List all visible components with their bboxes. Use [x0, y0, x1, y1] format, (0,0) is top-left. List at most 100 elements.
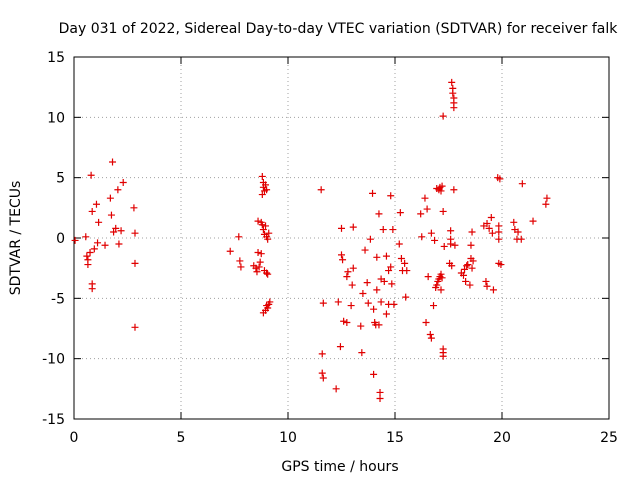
data-point-marker [361, 246, 369, 254]
data-point-marker [264, 235, 272, 243]
data-point-marker [258, 191, 266, 199]
data-point-marker [264, 304, 272, 312]
data-point-marker [440, 242, 448, 250]
data-point-marker [375, 210, 383, 218]
data-point-marker [380, 277, 388, 285]
data-point-marker [101, 241, 109, 249]
data-point-marker [265, 229, 273, 237]
y-tick-label: 5 [56, 171, 65, 187]
data-point-marker [373, 253, 381, 261]
data-point-marker [385, 267, 393, 275]
data-point-marker [338, 224, 345, 232]
data-point-marker [483, 282, 491, 290]
data-point-marker [389, 226, 397, 234]
data-point-marker [514, 228, 522, 236]
data-point-marker [387, 192, 395, 200]
data-point-marker [117, 227, 125, 235]
data-point-marker [510, 218, 518, 226]
data-point-marker [447, 227, 455, 235]
data-point-marker [86, 248, 94, 256]
data-point-marker [427, 229, 435, 237]
data-point-marker [364, 299, 372, 307]
data-point-marker [334, 298, 342, 306]
x-tick-label: 5 [177, 430, 186, 446]
data-point-marker [332, 385, 340, 393]
y-tick-label: 10 [47, 110, 65, 126]
data-point-marker [517, 235, 525, 243]
data-point-marker [359, 290, 367, 298]
data-point-marker [266, 298, 274, 306]
data-point-marker [263, 269, 271, 277]
data-point-marker [258, 221, 266, 229]
x-tick-label: 20 [493, 430, 511, 446]
data-point-marker [349, 223, 357, 231]
data-point-marker [403, 267, 411, 275]
data-point-marker [424, 273, 432, 281]
data-point-marker [459, 271, 467, 279]
data-point-marker [417, 210, 425, 218]
data-point-marker [382, 310, 390, 318]
data-point-marker [338, 251, 345, 259]
y-tick-label: 0 [56, 231, 65, 247]
data-point-marker [373, 286, 381, 294]
data-point-marker [318, 369, 326, 377]
data-point-marker [379, 226, 387, 234]
data-point-marker [449, 89, 457, 97]
data-points [71, 78, 551, 402]
data-point-marker [264, 270, 272, 278]
data-point-marker [119, 178, 127, 186]
data-point-marker [370, 370, 378, 378]
data-point-marker [397, 255, 405, 263]
data-point-marker [370, 305, 378, 313]
data-point-marker [496, 175, 504, 183]
data-point-marker [357, 322, 365, 330]
data-point-marker [256, 258, 264, 266]
data-point-marker [94, 239, 102, 247]
data-point-marker [114, 186, 122, 194]
data-point-marker [317, 186, 325, 194]
data-point-marker [439, 112, 447, 120]
data-point-marker [375, 321, 383, 329]
data-point-marker [529, 217, 537, 225]
gridlines [74, 57, 609, 419]
data-point-marker [495, 222, 503, 230]
data-point-marker [258, 172, 266, 180]
x-tick-label: 25 [600, 430, 618, 446]
data-point-marker [433, 281, 441, 289]
data-point-marker [376, 394, 384, 402]
data-point-marker [254, 248, 262, 256]
data-point-marker [107, 211, 115, 219]
data-point-marker [495, 228, 503, 236]
data-point-marker [495, 235, 503, 243]
x-axis-label: GPS time / hours [281, 459, 398, 475]
data-point-marker [88, 207, 96, 215]
chart-title: Day 031 of 2022, Sidereal Day-to-day VTE… [59, 21, 619, 37]
data-point-marker [340, 317, 348, 325]
data-point-marker [349, 264, 357, 272]
data-point-marker [388, 280, 396, 288]
x-tick-label: 15 [386, 430, 404, 446]
data-point-marker [482, 277, 490, 285]
data-point-marker [131, 229, 139, 237]
y-tick-label: 15 [47, 50, 65, 66]
data-point-marker [448, 78, 456, 86]
data-point-marker [226, 247, 234, 255]
data-point-marker [92, 200, 100, 208]
data-point-marker [439, 352, 447, 360]
data-point-marker [253, 268, 261, 276]
data-point-marker [236, 257, 244, 265]
data-point-marker [363, 279, 371, 287]
data-point-marker [438, 274, 446, 282]
data-point-marker [450, 104, 458, 112]
data-point-marker [427, 334, 435, 342]
data-point-marker [90, 245, 98, 253]
data-point-marker [437, 286, 445, 294]
data-point-marker [438, 182, 446, 190]
data-point-marker [464, 261, 472, 269]
data-point-marker [423, 205, 431, 213]
data-point-marker [255, 263, 263, 271]
data-point-marker [390, 300, 398, 308]
data-point-marker [387, 263, 395, 271]
data-point-marker [254, 217, 262, 225]
data-point-marker [344, 268, 352, 276]
